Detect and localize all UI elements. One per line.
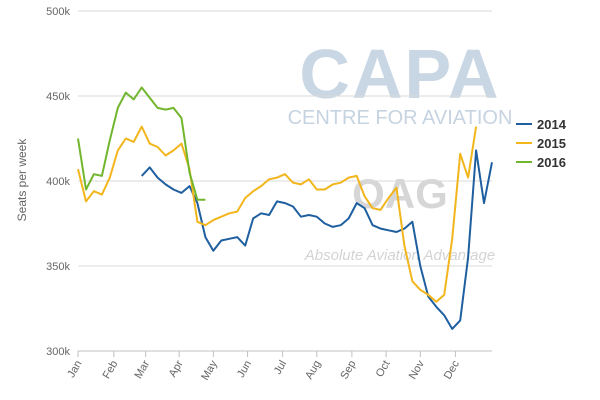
series-line-2015 <box>77 125 478 303</box>
watermark: CAPA CENTRE FOR AVIATION OAG Absolute Av… <box>288 35 513 264</box>
y-tick-label: 500k <box>46 6 70 18</box>
x-tick-label: Jun <box>235 359 254 380</box>
legend-label-2015: 2015 <box>537 136 566 151</box>
series-line-2014 <box>140 149 493 330</box>
y-axis-title: Seats per week <box>15 138 29 222</box>
series-line-2016 <box>77 86 206 201</box>
y-tick-label: 400k <box>46 176 70 188</box>
watermark-brand: CAPA <box>299 35 500 113</box>
x-tick-label: May <box>199 358 220 382</box>
x-tick-label: Aug <box>303 359 323 382</box>
y-tick-label: 450k <box>46 91 70 103</box>
watermark-brand-sub: CENTRE FOR AVIATION <box>288 107 513 129</box>
x-tick-label: Feb <box>101 359 121 381</box>
watermark-tagline: Absolute Aviation Advantage <box>304 247 495 264</box>
x-tick-label: Nov <box>407 358 427 381</box>
y-tick-label: 350k <box>46 261 70 273</box>
x-tick-label: Mar <box>132 358 152 381</box>
legend-label-2014: 2014 <box>537 117 567 132</box>
y-tick-label: 300k <box>46 346 70 358</box>
x-tick-label: Oct <box>374 359 393 380</box>
series-lines <box>77 86 493 330</box>
legend-label-2016: 2016 <box>537 155 566 170</box>
x-tick-label: Dec <box>442 358 462 381</box>
x-tick-label: Apr <box>167 358 186 379</box>
legend: 2014 2015 2016 <box>516 117 567 170</box>
x-tick-label: Sep <box>338 359 358 382</box>
x-tick-label: Jul <box>272 359 289 377</box>
x-tick-label: Jan <box>65 359 84 380</box>
